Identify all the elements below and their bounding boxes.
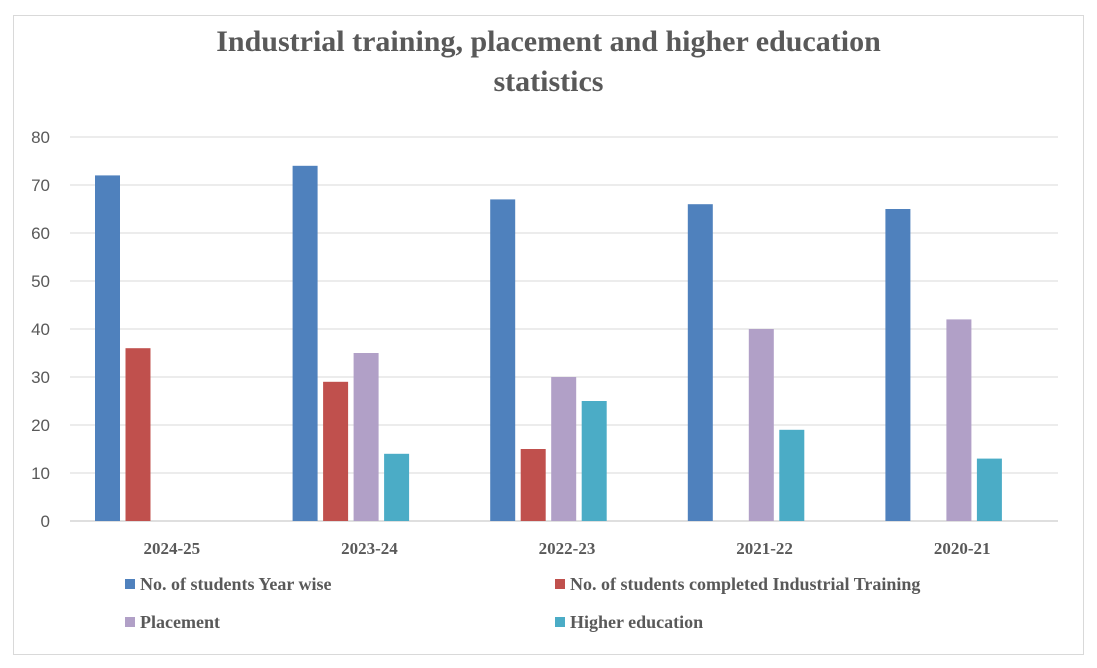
bar-2023-24-0 [292,165,318,522]
y-tick-label: 80 [31,128,50,147]
bar-2020-21-0 [885,209,911,521]
x-tick-label: 2024-25 [143,539,200,558]
legend-label-1: No. of students completed Industrial Tra… [570,574,920,594]
bar-2021-22-0 [687,204,713,521]
y-tick-label: 0 [41,512,50,531]
legend-label-2: Placement [140,612,220,632]
bar-2024-25-1 [125,348,151,521]
legend-swatch-3 [555,617,565,627]
legend-swatch-1 [555,579,565,589]
bar-2022-23-0 [490,199,516,521]
x-tick-label: 2021-22 [736,539,793,558]
x-tick-label: 2023-24 [341,539,398,558]
y-tick-label: 20 [31,416,50,435]
legend-swatch-2 [125,617,135,627]
y-tick-label: 50 [31,272,50,291]
bar-2022-23-1 [520,449,546,521]
legend-swatch-0 [125,579,135,589]
y-tick-label: 70 [31,176,50,195]
chart-title: Industrial training, placement and highe… [0,22,1097,102]
bar-2023-24-1 [323,381,349,521]
chart-title-line-1: Industrial training, placement and highe… [216,25,881,58]
chart-title-line-2: statistics [493,65,604,98]
bar-2021-22-3 [779,429,805,521]
bar-2023-24-3 [384,453,410,521]
bar-2022-23-3 [581,401,607,521]
bar-2020-21-3 [976,458,1002,521]
bar-2020-21-2 [946,319,972,521]
y-tick-label: 60 [31,224,50,243]
y-tick-label: 30 [31,368,50,387]
bar-2024-25-0 [95,175,120,521]
legend-label-0: No. of students Year wise [140,574,332,594]
legend-label-3: Higher education [570,612,703,632]
bar-2022-23-2 [551,377,577,521]
y-tick-label: 10 [31,464,50,483]
x-tick-label: 2022-23 [539,539,596,558]
bar-2021-22-2 [748,329,774,521]
x-tick-label: 2020-21 [934,539,991,558]
y-tick-label: 40 [31,320,50,339]
bar-2023-24-2 [353,353,379,521]
